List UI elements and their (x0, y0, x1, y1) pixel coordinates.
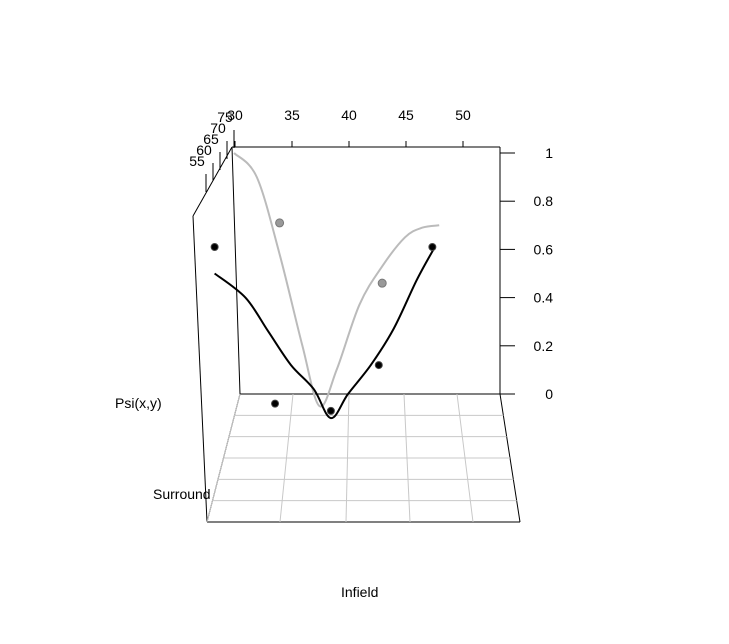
data-point (377, 278, 387, 288)
y-tick-label: 0 (545, 386, 553, 402)
y-tick-label: 0.2 (534, 338, 554, 354)
x-tick-label: 35 (284, 107, 300, 123)
z-tick-label: 70 (210, 120, 226, 136)
z-tick-label: 60 (196, 142, 212, 158)
data-point (275, 218, 285, 228)
y-tick-label: 1 (545, 145, 553, 161)
left-top-edge (192, 146, 233, 217)
data-point (374, 361, 383, 370)
y-axis-label: Psi(x,y) (115, 395, 162, 411)
z-tick-label: 65 (203, 131, 219, 147)
z-tick-label: 75 (217, 109, 233, 125)
front-left-edge (192, 215, 208, 523)
y-tick-label: 0.8 (534, 193, 554, 209)
series-line (233, 152, 440, 408)
x-tick-label: 50 (455, 107, 471, 123)
data-point (326, 406, 335, 415)
x-axis-ticks: 30 35 40 45 50 (227, 107, 471, 147)
x-axis-label: Infield (341, 584, 378, 600)
z-axis-label: Surround (153, 486, 211, 502)
data-point (210, 242, 219, 251)
x-tick-label: 40 (341, 107, 357, 123)
y-tick-label: 0.4 (534, 290, 554, 306)
data-point (428, 242, 437, 251)
y-tick-label: 0.6 (534, 241, 554, 257)
series-line (213, 248, 435, 420)
x-tick-label: 45 (398, 107, 414, 123)
floor-grid (206, 393, 517, 523)
series-layer (210, 152, 440, 420)
plot-frame (192, 146, 521, 523)
y-axis-ticks: 0 0.2 0.4 0.6 0.8 1 (500, 145, 553, 402)
x-tick-label: 30 (227, 107, 243, 123)
back-left-edge (231, 146, 241, 395)
z-tick-label: 55 (189, 153, 205, 169)
data-point (271, 399, 280, 408)
